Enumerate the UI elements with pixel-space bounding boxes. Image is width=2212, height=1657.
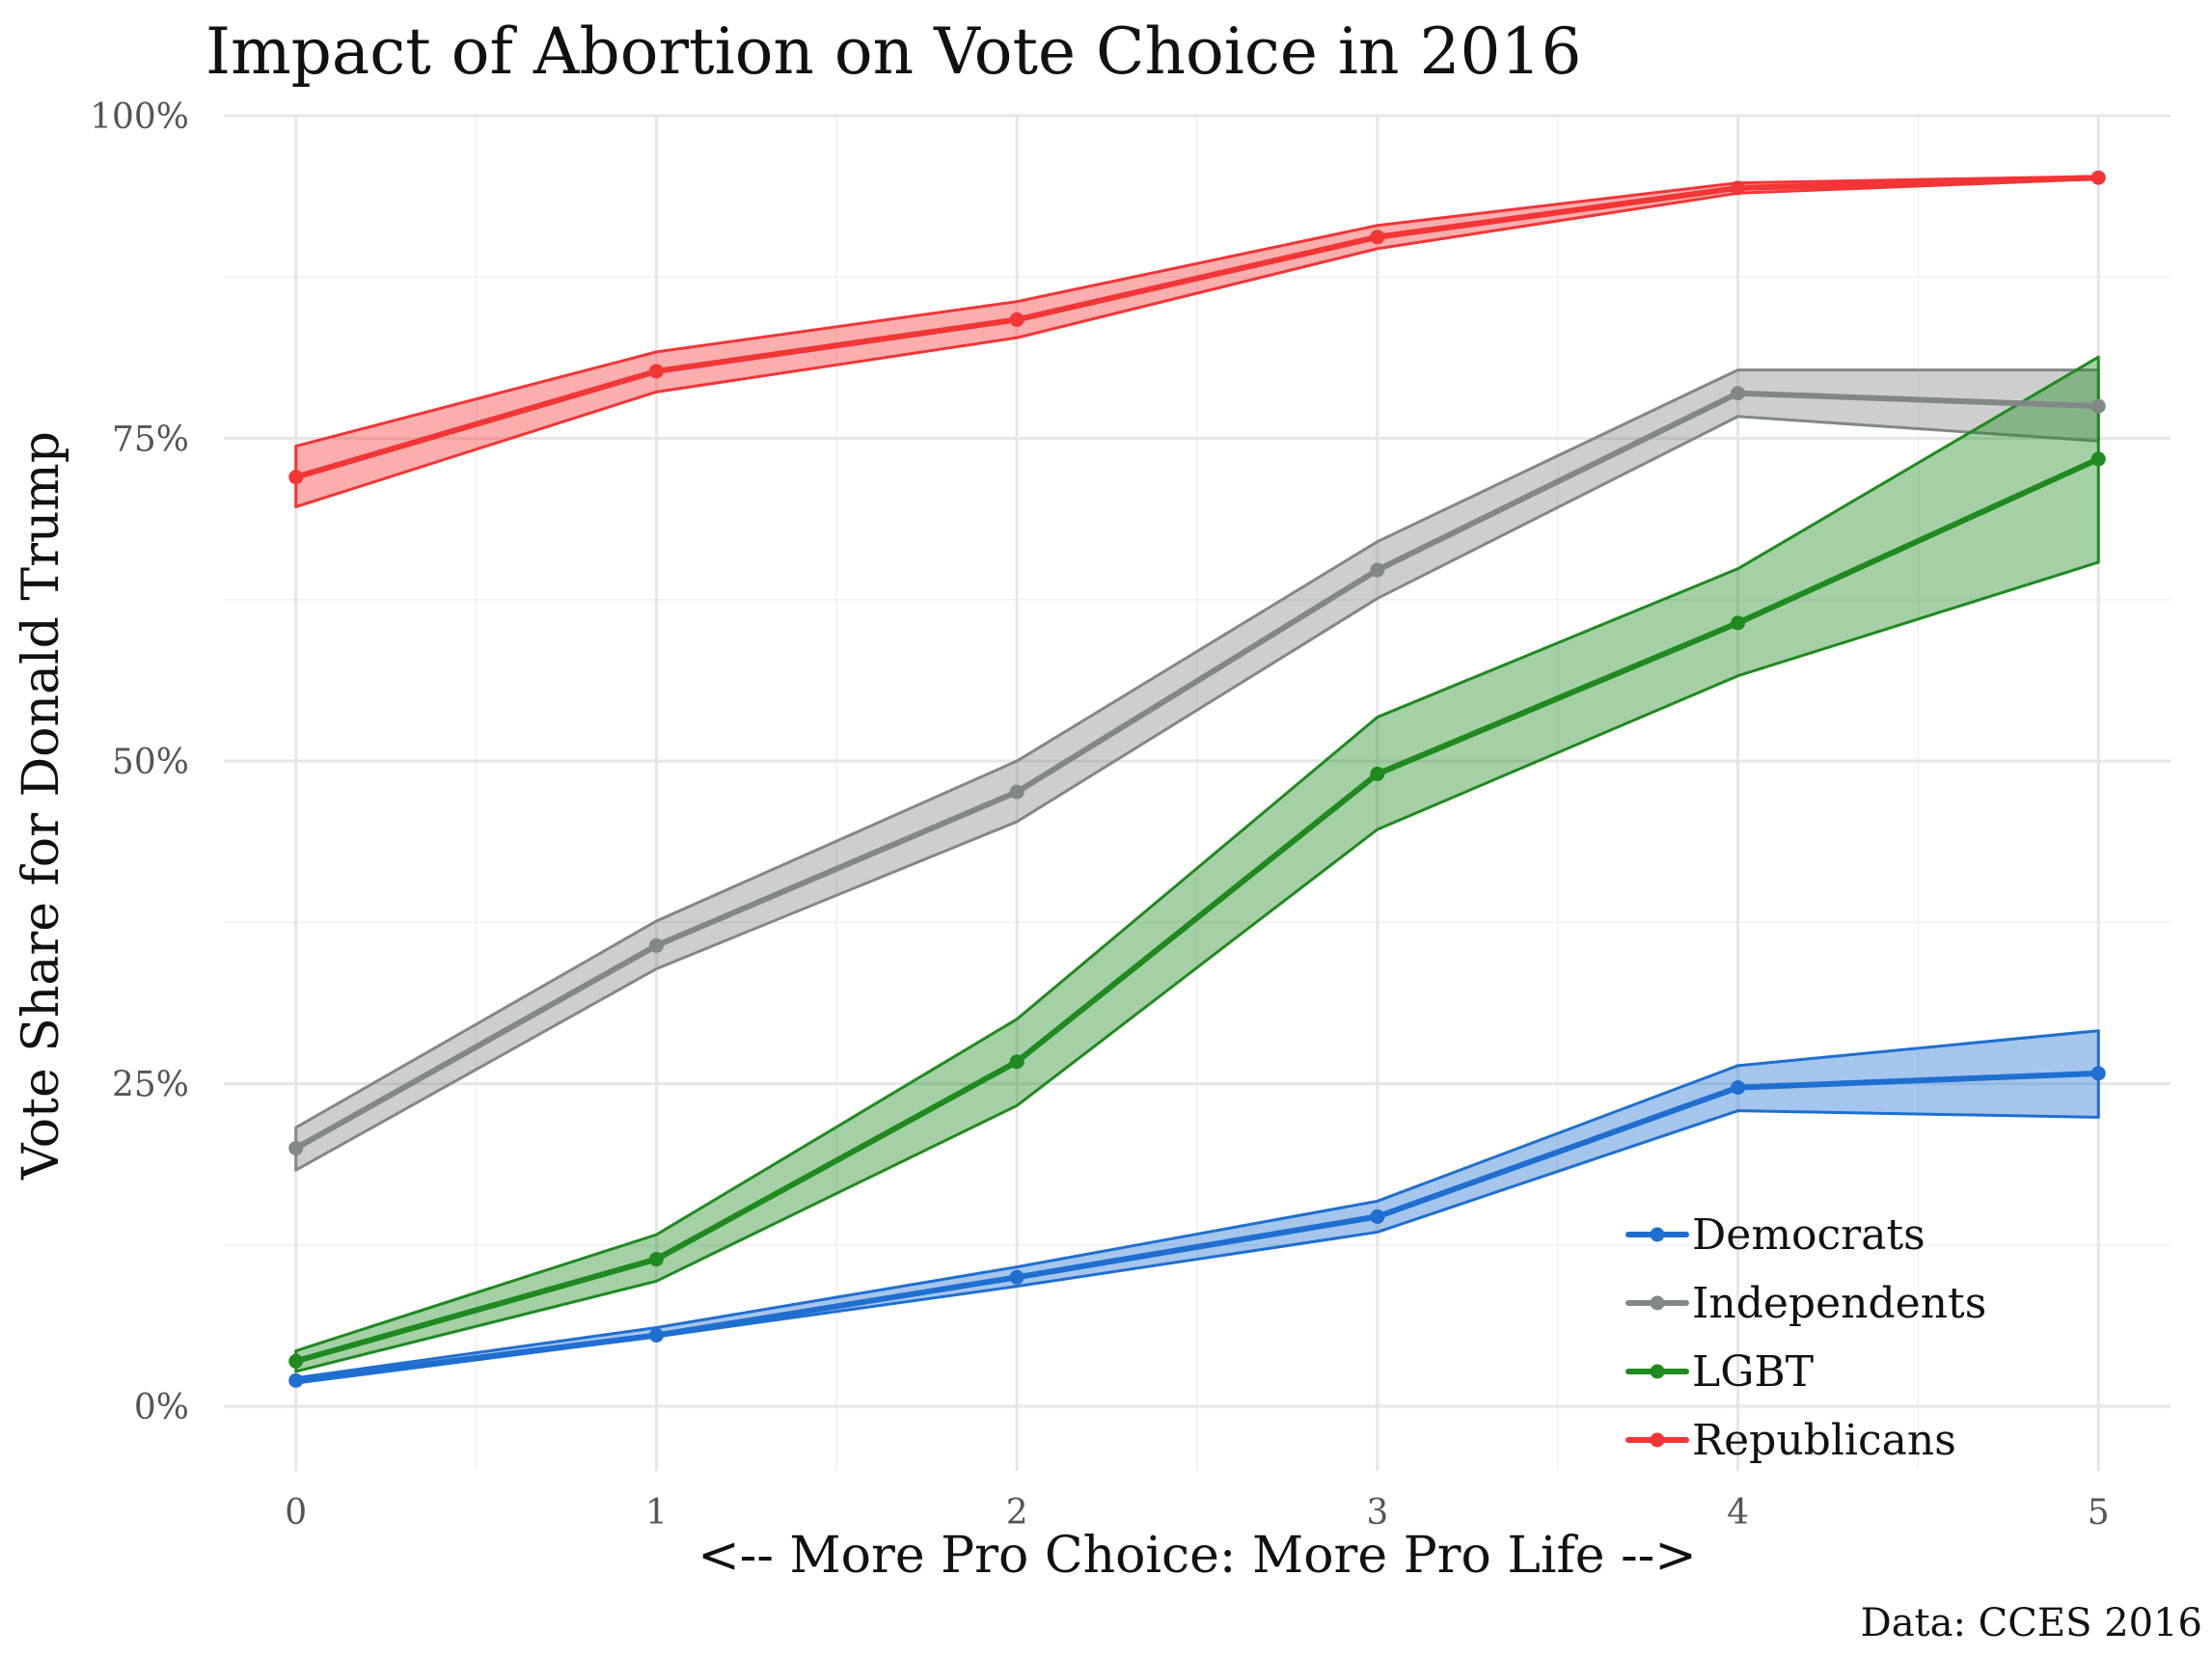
point-independents [1731, 386, 1746, 401]
legend: Democrats Independents LGBT Republicans [1625, 1210, 1986, 1465]
point-republicans [2090, 170, 2106, 185]
y-tick-label: 75% [112, 421, 189, 460]
x-tick-label: 2 [1006, 1493, 1028, 1533]
point-democrats [1370, 1209, 1385, 1224]
point-lgbt [1370, 766, 1385, 781]
point-republicans [1009, 312, 1024, 327]
chart-title: Impact of Abortion on Vote Choice in 201… [205, 14, 1581, 89]
point-lgbt [648, 1252, 664, 1267]
line-democrats [292, 1070, 2102, 1384]
point-democrats [648, 1328, 664, 1343]
y-tick-label: 0% [134, 1388, 189, 1427]
x-tick-label: 5 [2088, 1493, 2110, 1533]
legend-label: Republicans [1692, 1416, 1956, 1465]
y-axis-label: Vote Share for Donald Trump [13, 431, 70, 1181]
point-independents [288, 1140, 304, 1155]
point-republicans [1370, 230, 1385, 245]
legend-swatch-point [1650, 1432, 1665, 1448]
y-tick-label: 25% [112, 1066, 189, 1105]
series-lines [292, 175, 2102, 1384]
gridlines [224, 114, 2171, 1471]
y-tick-label: 50% [112, 743, 189, 782]
point-independents [648, 937, 664, 953]
point-lgbt [2090, 451, 2106, 467]
point-lgbt [1731, 615, 1746, 631]
point-republicans [288, 470, 304, 485]
legend-item-independents: Independents [1625, 1279, 1986, 1328]
point-democrats [1009, 1269, 1024, 1285]
y-axis-ticks: 0% 25% 50% 75% 100% [90, 97, 189, 1427]
legend-swatch-point [1650, 1227, 1665, 1242]
data-points [288, 170, 2106, 1388]
x-tick-label: 4 [1727, 1493, 1749, 1533]
point-lgbt [288, 1353, 304, 1369]
legend-item-democrats: Democrats [1625, 1210, 1925, 1260]
line-republicans [292, 175, 2102, 480]
point-democrats [288, 1372, 304, 1388]
point-democrats [2090, 1066, 2106, 1081]
point-democrats [1731, 1080, 1746, 1096]
legend-item-republicans: Republicans [1625, 1416, 1956, 1465]
x-tick-label: 3 [1366, 1493, 1388, 1533]
legend-label: Democrats [1692, 1210, 1925, 1260]
x-axis-label: <-- More Pro Choice: More Pro Life --> [697, 1527, 1697, 1585]
legend-swatch-point [1650, 1364, 1665, 1379]
caption: Data: CCES 2016 [1861, 1601, 2202, 1645]
point-republicans [1731, 180, 1746, 196]
point-republicans [648, 364, 664, 379]
line-lgbt [292, 455, 2102, 1365]
legend-swatch-point [1650, 1295, 1665, 1311]
legend-item-lgbt: LGBT [1625, 1347, 1814, 1397]
x-tick-label: 0 [285, 1493, 307, 1533]
x-axis-ticks: 0 1 2 3 4 5 [285, 1493, 2109, 1533]
point-independents [1370, 562, 1385, 578]
band-lgbt [294, 355, 2100, 1373]
point-lgbt [1009, 1054, 1024, 1070]
line-independents [292, 390, 2102, 1152]
y-tick-label: 100% [90, 97, 189, 137]
legend-label: LGBT [1692, 1347, 1814, 1397]
x-tick-label: 1 [645, 1493, 668, 1533]
legend-label: Independents [1692, 1279, 1986, 1328]
point-independents [2090, 398, 2106, 414]
point-independents [1009, 784, 1024, 800]
